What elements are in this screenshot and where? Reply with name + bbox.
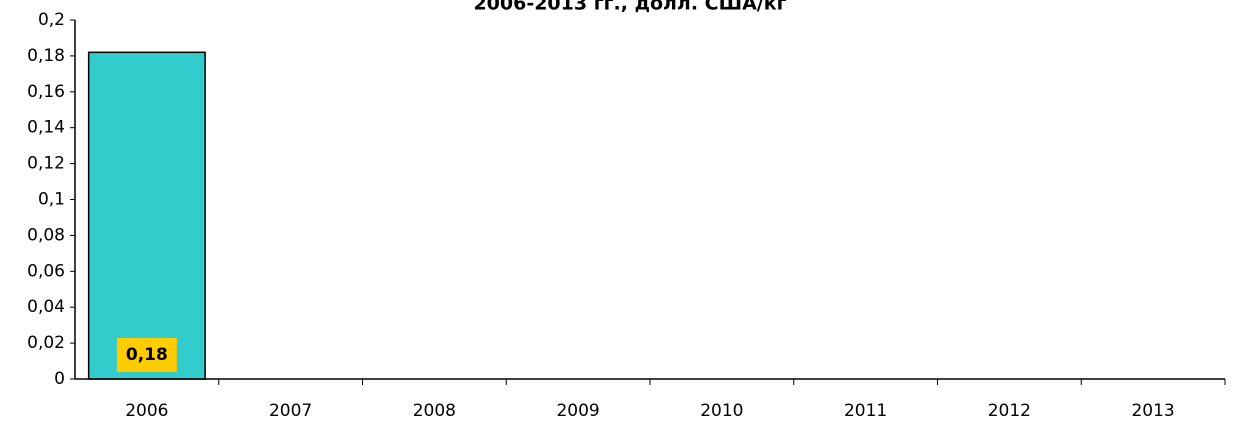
x-tick-label: 2008 — [413, 401, 456, 421]
y-tick-label: 0,14 — [27, 118, 65, 138]
chart-title: 2006-2013 гг., долл. США/кг — [473, 0, 786, 15]
x-tick-label: 2011 — [844, 401, 887, 421]
bar — [87, 51, 206, 380]
y-tick-label: 0,16 — [27, 82, 65, 102]
y-tick-label: 0,02 — [27, 333, 65, 353]
y-tick-label: 0,1 — [38, 190, 65, 210]
y-tick-label: 0,2 — [38, 10, 65, 30]
y-tick-label: 0,08 — [27, 225, 65, 245]
x-tick-label: 2009 — [556, 401, 599, 421]
y-tick-label: 0,12 — [27, 154, 65, 174]
y-tick-label: 0,04 — [27, 297, 65, 317]
x-tick-label: 2010 — [700, 401, 743, 421]
y-tick-label: 0,06 — [27, 261, 65, 281]
x-tick-label: 2012 — [988, 401, 1031, 421]
x-tick-label: 2006 — [125, 401, 168, 421]
y-tick-label: 0,18 — [27, 46, 65, 66]
value-label: 0,18 — [126, 345, 168, 365]
x-tick-label: 2007 — [269, 401, 312, 421]
y-tick-label: 0 — [54, 369, 65, 389]
x-tick-label: 2013 — [1131, 401, 1174, 421]
value-label-box — [116, 338, 177, 372]
